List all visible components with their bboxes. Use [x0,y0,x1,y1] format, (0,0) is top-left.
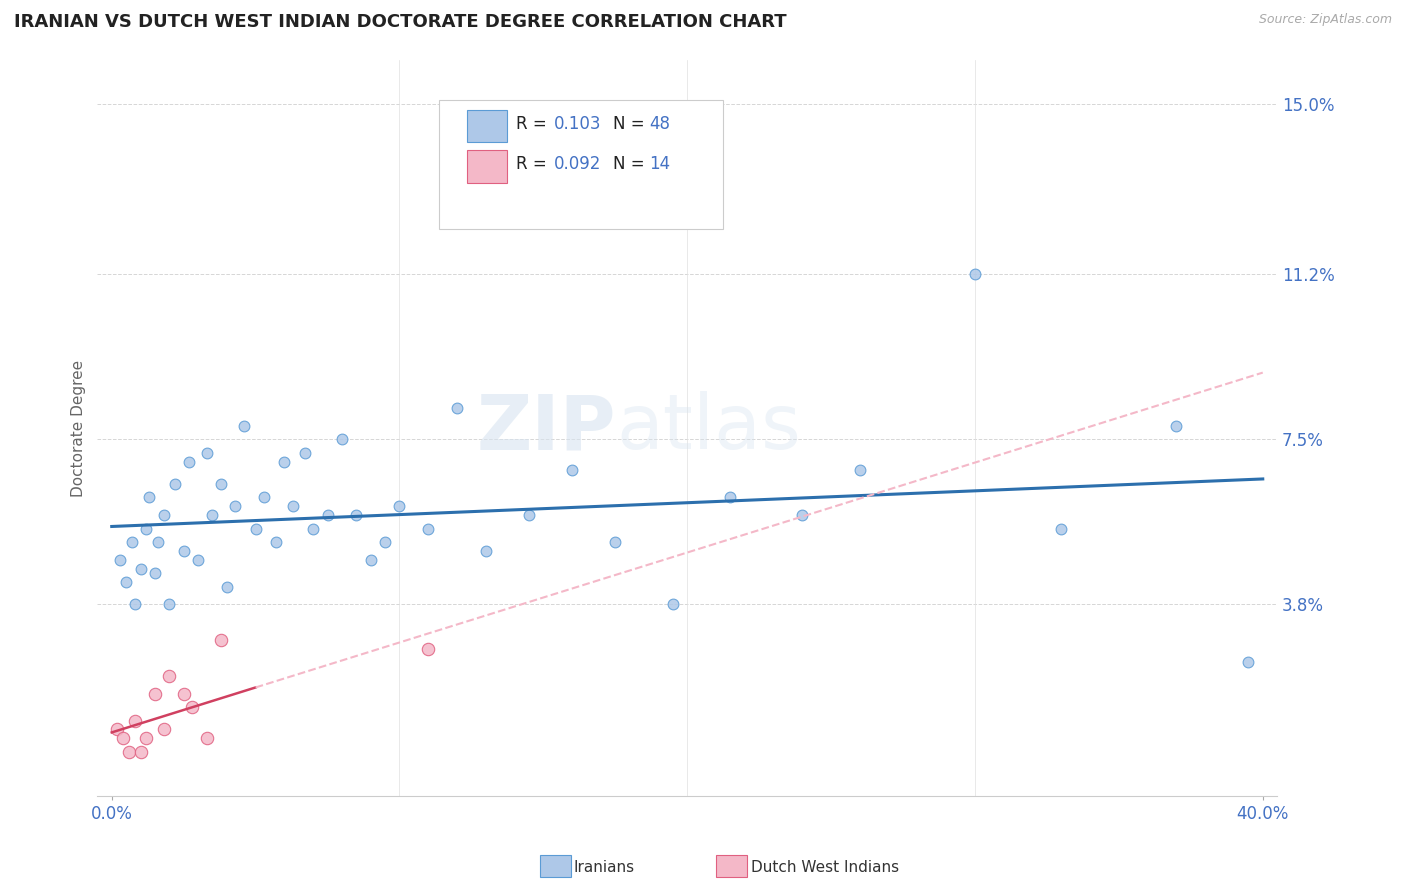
Point [179,454,201,468]
Point [245,521,267,535]
Point [152,508,174,522]
Point [115,575,138,590]
Text: 14: 14 [650,155,671,173]
Point [173,544,195,558]
Point [1050,521,1073,535]
FancyBboxPatch shape [467,150,506,183]
Point [124,714,146,728]
Text: N =: N = [613,115,650,133]
Point [330,432,353,446]
Point [181,700,204,714]
Point [173,687,195,701]
Text: 0.103: 0.103 [554,115,602,133]
Point [963,267,986,281]
Point [143,687,166,701]
Point [294,445,316,459]
Text: R =: R = [516,155,553,173]
Point [517,508,540,522]
Text: N =: N = [613,155,650,173]
Point [152,723,174,737]
Point [233,418,256,433]
Point [112,731,135,746]
Point [605,535,627,549]
Point [344,508,367,522]
Point [146,535,169,549]
Point [135,731,157,746]
Point [849,463,872,477]
Point [129,745,152,759]
Point [124,598,146,612]
Point [360,553,382,567]
Point [187,553,209,567]
Point [1166,418,1188,433]
Point [215,580,238,594]
Point [110,553,132,567]
Point [163,476,186,491]
Point [157,669,180,683]
Text: atlas: atlas [616,391,801,465]
Point [195,731,218,746]
Point [374,535,396,549]
Point [157,598,180,612]
Point [129,562,152,576]
FancyBboxPatch shape [467,110,506,142]
Point [209,633,232,648]
Text: Iranians: Iranians [574,860,634,874]
Point [1237,656,1260,670]
Point [264,535,287,549]
Point [121,535,143,549]
Point [201,508,224,522]
Text: Dutch West Indians: Dutch West Indians [751,860,898,874]
Point [718,490,741,504]
Point [316,508,339,522]
Point [209,476,232,491]
Point [662,598,685,612]
Point [138,490,160,504]
Text: ZIP: ZIP [477,391,616,465]
Text: 0.092: 0.092 [554,155,602,173]
Point [143,566,166,581]
Point [418,642,440,657]
FancyBboxPatch shape [440,100,723,229]
Point [561,463,583,477]
Point [224,499,246,513]
Point [281,499,304,513]
Text: Source: ZipAtlas.com: Source: ZipAtlas.com [1258,13,1392,27]
Text: IRANIAN VS DUTCH WEST INDIAN DOCTORATE DEGREE CORRELATION CHART: IRANIAN VS DUTCH WEST INDIAN DOCTORATE D… [14,13,787,31]
Text: 48: 48 [650,115,671,133]
Y-axis label: Doctorate Degree: Doctorate Degree [72,359,86,497]
Point [273,454,295,468]
Text: R =: R = [516,115,553,133]
Point [388,499,411,513]
Point [418,521,440,535]
Point [253,490,276,504]
Point [302,521,325,535]
Point [195,445,218,459]
Point [107,723,129,737]
Point [135,521,157,535]
Point [475,544,498,558]
Point [792,508,814,522]
Point [446,401,468,415]
Point [118,745,141,759]
